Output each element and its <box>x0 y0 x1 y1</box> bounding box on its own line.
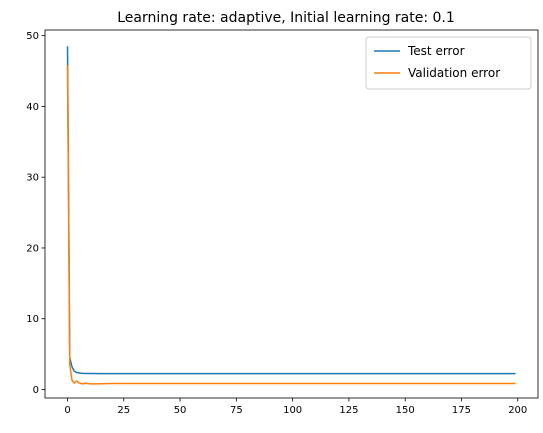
y-tick-label: 50 <box>26 31 39 42</box>
x-tick-label: 25 <box>117 405 130 416</box>
y-tick-label: 10 <box>26 314 39 325</box>
y-axis: 0 10 20 30 40 50 <box>26 31 45 396</box>
x-tick-label: 150 <box>396 405 415 416</box>
x-tick-label: 75 <box>230 405 243 416</box>
x-tick-label: 125 <box>339 405 358 416</box>
x-axis: 0 25 50 75 100 125 150 175 200 <box>64 398 527 416</box>
legend-label: Validation error <box>408 66 500 80</box>
y-tick-label: 40 <box>26 102 39 113</box>
chart-title: Learning rate: adaptive, Initial learnin… <box>117 10 455 26</box>
series-layer <box>66 46 516 385</box>
series-line-validation-error <box>66 65 516 385</box>
x-tick-label: 200 <box>508 405 527 416</box>
legend-label: Test error <box>407 44 465 58</box>
x-tick-label: 0 <box>64 405 70 416</box>
x-tick-label: 100 <box>283 405 302 416</box>
x-tick-label: 50 <box>174 405 187 416</box>
legend-frame <box>365 36 532 90</box>
legend: Test error Validation error <box>365 36 532 90</box>
x-tick-label: 175 <box>452 405 471 416</box>
plot-frame <box>44 29 539 399</box>
y-tick-label: 0 <box>33 385 39 396</box>
y-tick-label: 30 <box>26 173 39 184</box>
series-line-test-error <box>66 46 516 375</box>
y-tick-label: 20 <box>26 243 39 254</box>
